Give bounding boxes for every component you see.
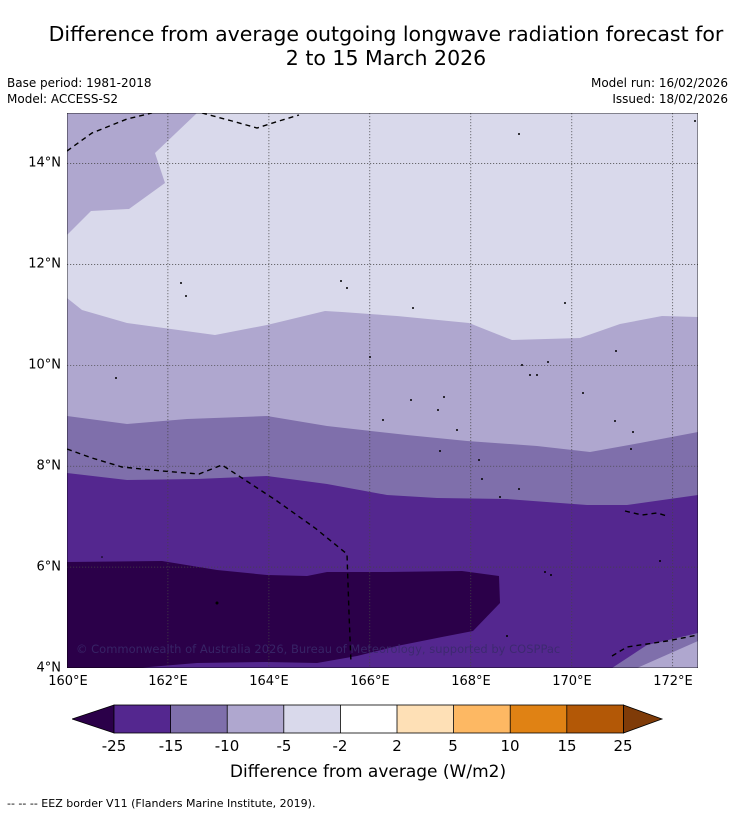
lat-label: 14°N — [28, 155, 61, 171]
lon-label: 170°E — [552, 674, 592, 689]
lon-label: 164°E — [249, 674, 289, 689]
colorbar-tick: 5 — [448, 737, 458, 755]
forecast-map — [67, 113, 698, 668]
lon-label: 168°E — [451, 674, 491, 689]
graticule — [67, 113, 698, 668]
colorbar-tick: -5 — [276, 737, 292, 755]
meta-right: Model run: 16/02/2026 Issued: 18/02/2026 — [591, 75, 728, 107]
colorbar-swatch-m25-m15 — [114, 705, 171, 733]
lon-label: 166°E — [350, 674, 390, 689]
colorbar-swatch-lt-m25 — [72, 704, 115, 734]
colorbar-swatch-m2-2 — [340, 705, 397, 733]
chart-title: Difference from average outgoing longwav… — [0, 22, 736, 70]
title-line-1: Difference from average outgoing longwav… — [48, 22, 724, 46]
band-lt-m25 — [67, 561, 500, 668]
copyright-notice: © Commonwealth of Australia 2026, Bureau… — [76, 642, 561, 656]
colorbar-tick: 2 — [392, 737, 402, 755]
colorbar-tick: 15 — [557, 737, 577, 755]
colorbar-swatch-gt-25 — [623, 704, 664, 734]
colorbar-swatch-15-25 — [566, 705, 624, 733]
colorbar-swatch-m5-m2 — [283, 705, 341, 733]
meta-left: Base period: 1981-2018 Model: ACCESS-S2 — [7, 75, 152, 107]
lat-label: 8°N — [36, 458, 62, 474]
lon-label: 172°E — [653, 674, 693, 689]
colorbar-tick: -10 — [214, 737, 240, 755]
model-name: Model: ACCESS-S2 — [7, 92, 119, 106]
colorbar-tick: -25 — [101, 737, 127, 755]
lon-label: 160°E — [48, 674, 88, 689]
colorbar-swatch-2-5 — [397, 705, 454, 733]
colorbar-tick: 10 — [500, 737, 520, 755]
model-run: Model run: 16/02/2026 — [590, 76, 728, 90]
lat-label: 4°N — [36, 660, 62, 676]
islands — [101, 120, 696, 637]
colorbar-tick: 25 — [613, 737, 633, 755]
eez-legend: -- -- -- EEZ border V11 (Flanders Marine… — [7, 797, 316, 810]
colorbar-swatch-10-15 — [510, 705, 567, 733]
lat-label: 10°N — [28, 357, 61, 373]
colorbar-swatch-5-10 — [453, 705, 511, 733]
lat-label: 6°N — [36, 559, 62, 575]
colorbar-tick: -2 — [332, 737, 348, 755]
colorbar-title: Difference from average (W/m2) — [229, 762, 507, 782]
colorbar-swatch-m15-m10 — [170, 705, 228, 733]
lon-label: 162°E — [148, 674, 188, 689]
eez-border — [67, 113, 698, 664]
band-m10-m5-corner — [637, 641, 698, 668]
issued-date: Issued: 18/02/2026 — [612, 92, 728, 106]
title-line-2: 2 to 15 March 2026 — [285, 46, 487, 70]
colorbar — [72, 704, 664, 734]
base-period: Base period: 1981-2018 — [7, 76, 152, 90]
colorbar-swatch-m10-m5 — [227, 705, 284, 733]
colorbar-tick: -15 — [158, 737, 184, 755]
lat-label: 12°N — [28, 256, 61, 272]
